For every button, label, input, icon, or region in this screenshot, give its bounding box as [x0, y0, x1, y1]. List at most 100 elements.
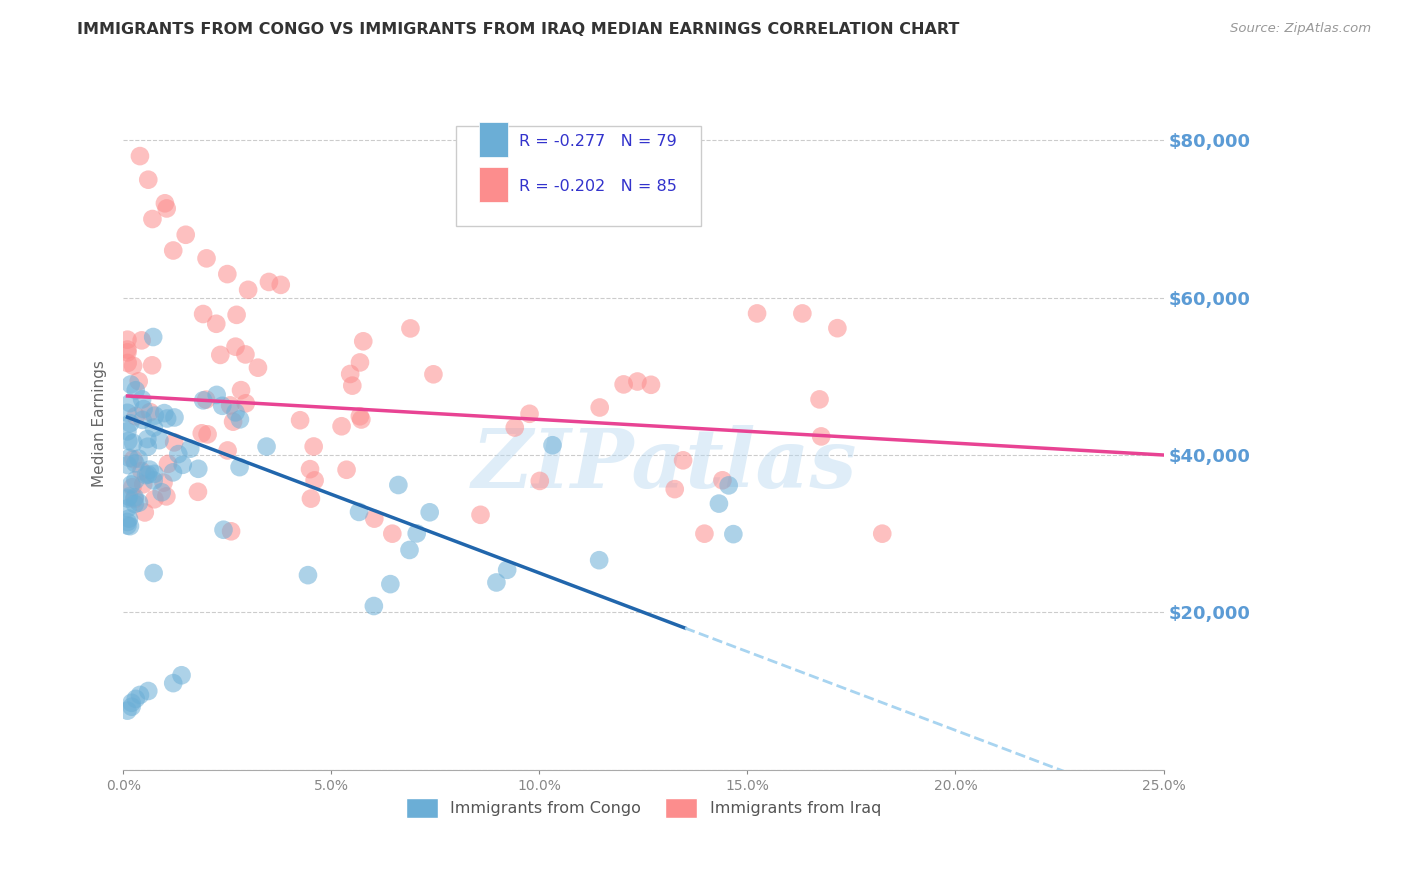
Point — [302, 440, 325, 454]
Point — [118, 490, 141, 504]
Point — [197, 427, 219, 442]
Point — [124, 497, 146, 511]
Y-axis label: Median Earnings: Median Earnings — [93, 360, 107, 487]
Point — [152, 475, 174, 490]
Point — [613, 377, 636, 392]
Point — [870, 526, 893, 541]
Point — [349, 355, 371, 369]
Point — [134, 506, 156, 520]
Point — [127, 451, 149, 466]
Point — [191, 307, 214, 321]
Point — [225, 308, 247, 322]
Point — [588, 553, 610, 567]
Point — [711, 473, 734, 487]
Point — [117, 345, 139, 359]
Point — [693, 526, 716, 541]
Point — [211, 399, 233, 413]
Point — [235, 347, 257, 361]
Point — [195, 392, 218, 407]
Point — [162, 676, 184, 690]
Legend: Immigrants from Congo, Immigrants from Iraq: Immigrants from Congo, Immigrants from I… — [399, 792, 887, 824]
Point — [117, 515, 139, 529]
Point — [167, 447, 190, 461]
Point — [380, 577, 402, 591]
Point — [120, 477, 142, 491]
Point — [121, 699, 143, 714]
Point — [350, 412, 373, 426]
Point — [191, 426, 214, 441]
Point — [153, 406, 176, 420]
Text: R = -0.202   N = 85: R = -0.202 N = 85 — [519, 179, 676, 194]
Point — [717, 478, 740, 492]
Point — [212, 523, 235, 537]
Point — [589, 401, 612, 415]
Point — [193, 393, 215, 408]
Point — [339, 367, 361, 381]
Point — [117, 491, 139, 506]
Point — [723, 527, 745, 541]
Point — [128, 495, 150, 509]
Point — [222, 415, 245, 429]
Point — [124, 457, 146, 471]
Point — [124, 473, 146, 487]
Point — [363, 599, 385, 613]
Point — [128, 374, 150, 388]
Point — [156, 411, 179, 425]
Point — [342, 378, 364, 392]
Point — [219, 398, 242, 412]
Point — [122, 452, 145, 467]
Point — [330, 419, 353, 434]
Point — [132, 402, 155, 417]
Point — [139, 405, 162, 419]
Point — [131, 392, 153, 407]
Point — [529, 474, 551, 488]
Point — [347, 505, 370, 519]
Point — [187, 484, 209, 499]
Point — [209, 348, 232, 362]
Point — [125, 409, 148, 424]
Point — [174, 227, 197, 242]
Point — [118, 511, 141, 525]
Point — [125, 384, 148, 398]
Point — [117, 343, 139, 357]
Point — [136, 684, 159, 698]
Point — [808, 392, 831, 407]
Point — [117, 406, 139, 420]
Point — [122, 359, 145, 373]
Point — [496, 563, 519, 577]
Point — [122, 435, 145, 450]
Point — [288, 413, 311, 427]
Point — [672, 453, 695, 467]
Point — [117, 518, 139, 533]
Point — [117, 425, 139, 439]
Point — [792, 306, 814, 320]
Point — [143, 467, 166, 481]
Point — [470, 508, 492, 522]
Point — [129, 149, 152, 163]
Point — [363, 511, 385, 525]
Point — [156, 202, 179, 216]
Point — [136, 440, 159, 454]
Point — [132, 477, 155, 491]
Text: R = -0.277   N = 79: R = -0.277 N = 79 — [519, 134, 676, 149]
Point — [155, 489, 177, 503]
Point — [124, 491, 146, 505]
Point — [118, 396, 141, 410]
Point — [541, 438, 564, 452]
Point — [387, 478, 409, 492]
Point — [405, 526, 427, 541]
Point — [485, 575, 508, 590]
Point — [381, 526, 404, 541]
Point — [205, 317, 228, 331]
Point — [150, 485, 173, 500]
Point — [121, 696, 143, 710]
FancyBboxPatch shape — [456, 126, 700, 227]
Text: ZIPatlas: ZIPatlas — [471, 425, 858, 505]
Point — [205, 388, 228, 402]
Point — [187, 462, 209, 476]
Point — [664, 482, 686, 496]
Point — [131, 334, 153, 348]
Point — [142, 566, 165, 580]
Point — [163, 435, 186, 450]
Bar — [479, 122, 508, 157]
